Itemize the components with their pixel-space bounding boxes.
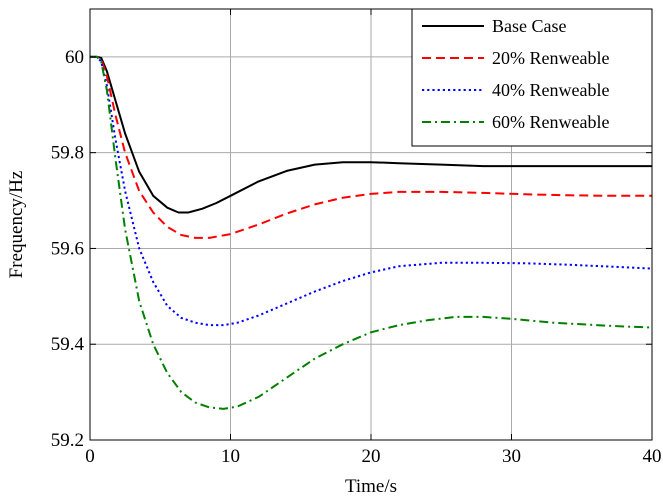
x-tick-label: 20 [362, 446, 381, 467]
y-tick-label: 59.6 [51, 238, 84, 259]
legend: Base Case 20% Renweable 40% Renweable 60% R… [411, 8, 653, 147]
y-tick-label: 59.2 [51, 430, 84, 451]
series-line [90, 55, 652, 214]
legend-label: 20% Renweable [492, 48, 609, 68]
series-lines [90, 55, 653, 410]
series-line [90, 55, 653, 410]
y-axis-label: Frequency/Hz [6, 171, 27, 279]
x-tick-label: 10 [221, 446, 240, 467]
legend-label: 60% Renweable [492, 112, 609, 132]
series-line [90, 55, 653, 327]
series-line [90, 55, 652, 239]
legend-box [411, 8, 653, 147]
y-tick-label: 60 [65, 47, 84, 68]
x-axis-label: Time/s [345, 476, 397, 497]
x-tick-label: 40 [643, 446, 662, 467]
axis-ticks: 0 10 20 30 40 59.2 59.4 59.6 59.8 60 [51, 9, 662, 467]
legend-label: Base Case [492, 16, 566, 36]
x-tick-label: 0 [85, 446, 95, 467]
legend-label: 40% Renweable [492, 80, 609, 100]
y-tick-label: 59.4 [51, 334, 85, 355]
x-tick-label: 30 [502, 446, 521, 467]
y-tick-label: 59.8 [51, 143, 84, 164]
